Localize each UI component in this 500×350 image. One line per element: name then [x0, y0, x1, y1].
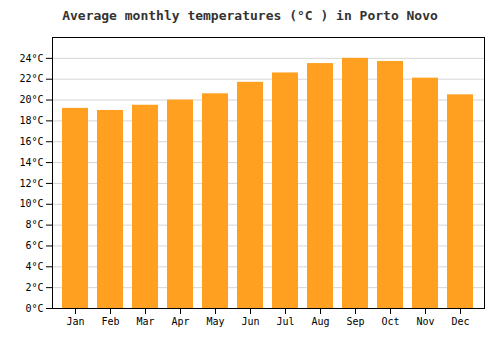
svg-text:Mar: Mar: [136, 316, 154, 327]
svg-text:12°C: 12°C: [19, 178, 43, 189]
svg-text:18°C: 18°C: [19, 115, 43, 126]
svg-text:Nov: Nov: [416, 316, 434, 327]
svg-text:Jul: Jul: [276, 316, 294, 327]
svg-text:20°C: 20°C: [19, 94, 43, 105]
svg-text:8°C: 8°C: [25, 219, 43, 230]
svg-text:6°C: 6°C: [25, 240, 43, 251]
html-text:Average monthly temperatures (: Average monthly temperatures (°C ) in Po…: [62, 8, 438, 23]
svg-text:0°C: 0°C: [25, 303, 43, 314]
svg-text:22°C: 22°C: [19, 73, 43, 84]
svg-text:2°C: 2°C: [25, 282, 43, 293]
svg-text:Aug: Aug: [311, 316, 329, 327]
svg-text:Apr: Apr: [171, 316, 189, 327]
svg-text:Feb: Feb: [101, 316, 119, 327]
svg-text:Jan: Jan: [66, 316, 84, 327]
svg-text:Jun: Jun: [241, 316, 259, 327]
svg-text:Dec: Dec: [451, 316, 469, 327]
svg-text:Oct: Oct: [381, 316, 399, 327]
svg-text:24°C: 24°C: [19, 53, 43, 64]
svg-text:May: May: [206, 316, 224, 327]
svg-text:10°C: 10°C: [19, 198, 43, 209]
svg-text:14°C: 14°C: [19, 157, 43, 168]
svg-text:4°C: 4°C: [25, 261, 43, 272]
svg-text:16°C: 16°C: [19, 136, 43, 147]
svg-text:Sep: Sep: [346, 316, 364, 327]
